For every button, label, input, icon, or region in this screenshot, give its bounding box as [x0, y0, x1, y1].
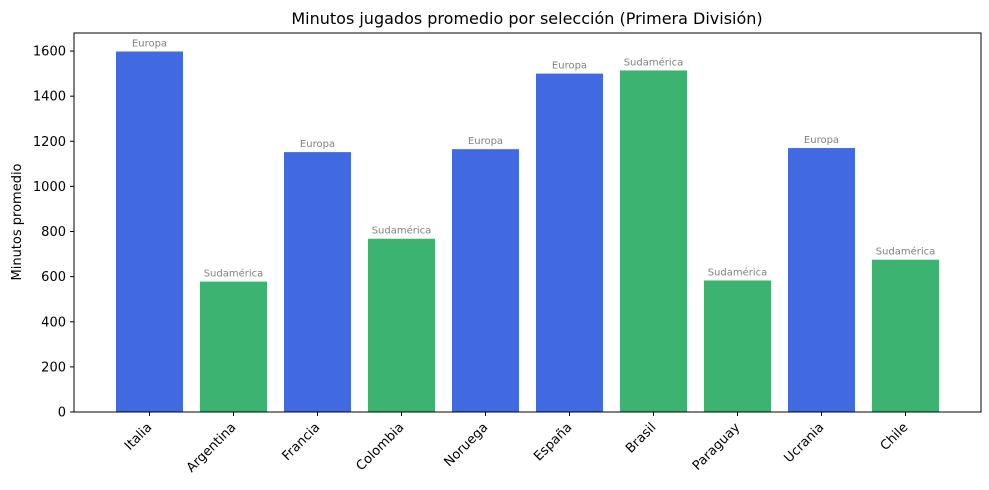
bars-group	[116, 51, 939, 413]
y-tick-label: 200	[41, 360, 66, 375]
bar-group-label: Sudamérica	[372, 225, 432, 237]
bar-labels-group: Europa Sudamérica Europa Sudamérica Europa Eu…	[132, 38, 935, 279]
bar-group-label: Sudamérica	[624, 56, 684, 68]
bar-colombia	[368, 238, 435, 412]
bar-group-label: Europa	[300, 139, 335, 150]
y-tick-label: 1600	[33, 45, 66, 60]
x-axis: Italia Argentina Francia Colombia Noruega Esp…	[122, 412, 911, 476]
bar-group-label: Europa	[804, 135, 839, 146]
bar-group-label: Sudamérica	[876, 246, 936, 258]
plot-frame	[73, 32, 982, 413]
x-tick-label: Chile	[878, 420, 912, 454]
y-tick-label: 400	[41, 315, 66, 330]
bar-ucrania	[788, 148, 855, 412]
bar-francia	[284, 152, 351, 412]
x-tick-label: Brasil	[623, 420, 659, 456]
bar-españa	[536, 73, 603, 412]
y-tick-label: 800	[41, 225, 66, 240]
y-tick-label: 600	[41, 270, 66, 285]
bar-chile	[872, 259, 939, 412]
bar-group-label: Sudamérica	[708, 266, 768, 278]
chart-title: Minutos jugados promedio por selección (…	[291, 9, 762, 28]
x-tick-label: Ucrania	[782, 420, 828, 466]
bar-group-label: Sudamérica	[204, 268, 264, 280]
bar-italia	[116, 51, 183, 412]
x-tick-label: España	[531, 420, 575, 464]
x-tick-label: Colombia	[354, 420, 408, 474]
bar-argentina	[200, 281, 267, 412]
y-tick-label: 1400	[33, 90, 66, 105]
bar-paraguay	[704, 280, 771, 412]
bar-group-label: Europa	[468, 136, 503, 147]
x-tick-label: Italia	[122, 420, 155, 453]
bar-group-label: Europa	[132, 38, 167, 49]
bar-group-label: Europa	[552, 61, 587, 72]
y-tick-label: 1000	[33, 180, 66, 195]
y-tick-label: 0	[58, 406, 66, 421]
x-tick-label: Francia	[280, 420, 324, 464]
x-tick-label: Noruega	[441, 420, 491, 470]
y-axis: 0 200 400 600 800 1000 1200 1400 1600	[33, 45, 74, 421]
bar-noruega	[452, 149, 519, 412]
y-axis-label: Minutos promedio	[10, 163, 25, 280]
y-tick-label: 1200	[33, 135, 66, 150]
x-tick-label: Argentina	[184, 420, 239, 475]
bar-brasil	[620, 70, 687, 413]
x-tick-label: Paraguay	[690, 420, 744, 474]
